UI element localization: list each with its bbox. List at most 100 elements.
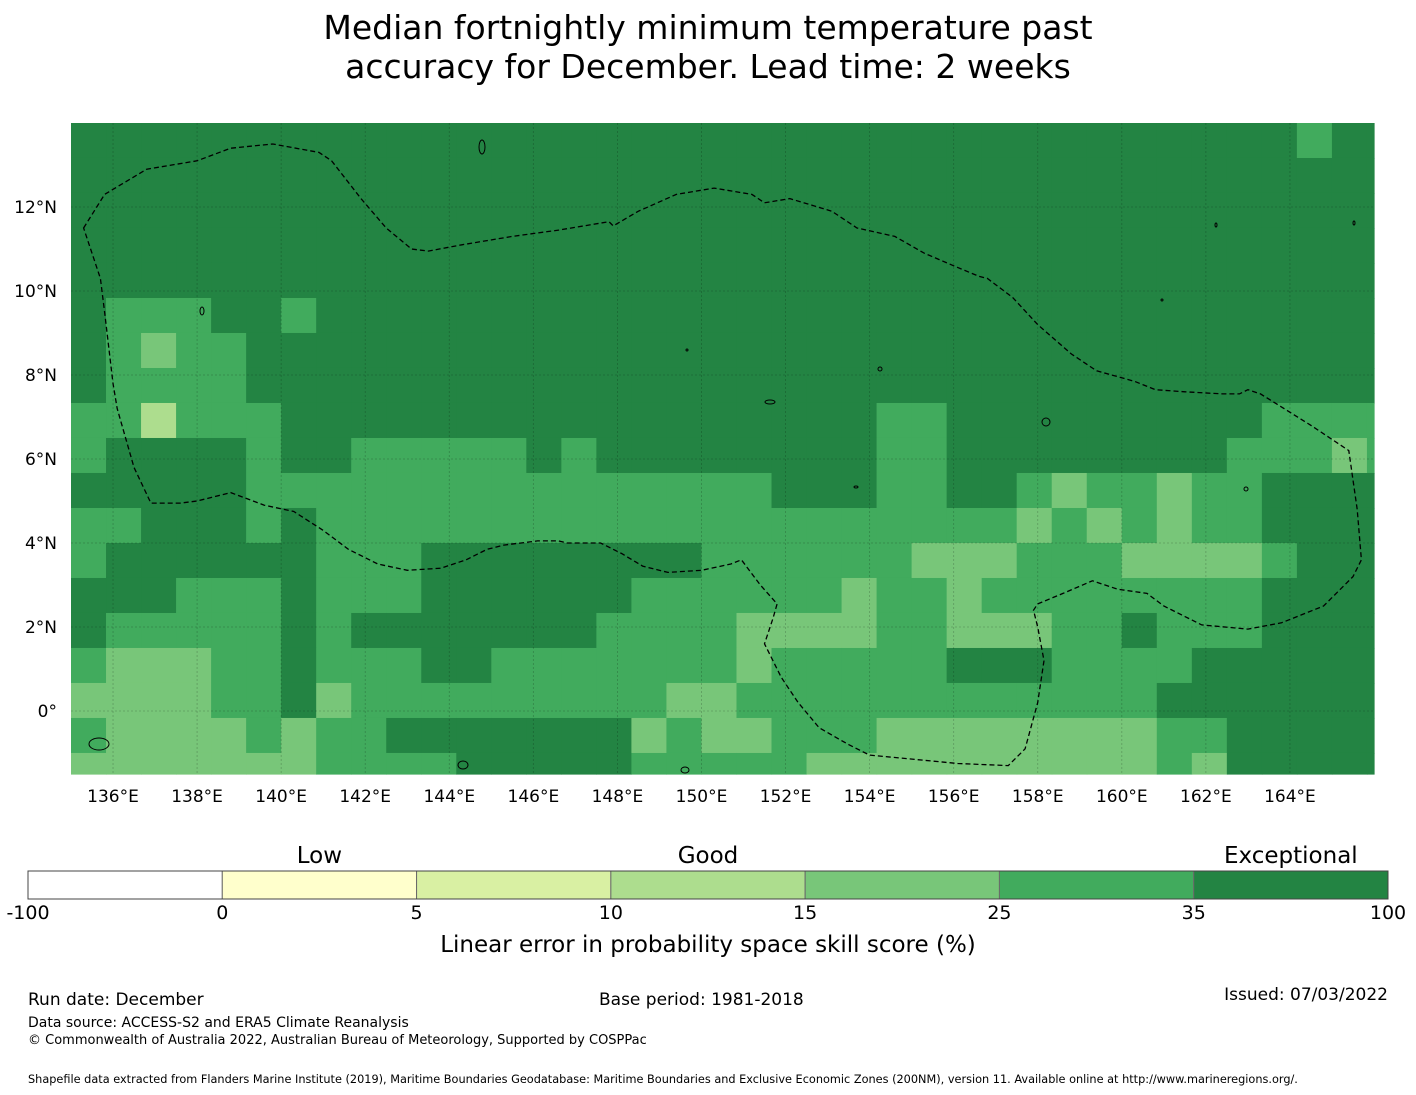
- grid-cell: [806, 472, 843, 509]
- grid-cell: [666, 297, 703, 334]
- grid-cell: [1156, 123, 1193, 159]
- grid-cell: [561, 367, 597, 404]
- grid-cell: [666, 123, 703, 159]
- grid-cell: [841, 262, 878, 299]
- grid-cell: [1331, 367, 1368, 404]
- grid-cell: [946, 647, 983, 684]
- grid-cell: [456, 367, 492, 404]
- grid-cell: [1121, 717, 1158, 754]
- grid-cell: [806, 332, 843, 369]
- grid-cell: [386, 332, 422, 369]
- grid-cell: [246, 752, 282, 775]
- grid-cell: [281, 437, 317, 474]
- grid-cell: [876, 472, 913, 509]
- grid-cell: [1121, 262, 1158, 299]
- grid-cell: [106, 192, 142, 229]
- grid-cell: [351, 682, 387, 719]
- grid-cell: [456, 227, 492, 264]
- grid-cell: [1261, 717, 1298, 754]
- grid-cell: [141, 157, 177, 194]
- grid-cell: [596, 367, 633, 404]
- grid-cell: [211, 472, 247, 509]
- island: [1214, 222, 1218, 228]
- grid-cell: [666, 577, 703, 614]
- grid-cell: [1086, 752, 1123, 775]
- grid-cell: [1366, 717, 1375, 754]
- grid-cell: [1086, 262, 1123, 299]
- grid-cell: [526, 297, 562, 334]
- grid-cell: [526, 472, 562, 509]
- grid-cell: [981, 437, 1018, 474]
- grid-cell: [981, 227, 1018, 264]
- grid-cell: [1191, 262, 1228, 299]
- grid-cell: [841, 577, 878, 614]
- grid-cell: [736, 752, 773, 775]
- grid-cell: [1191, 612, 1228, 649]
- grid-cell: [141, 647, 177, 684]
- grid-cell: [1191, 577, 1228, 614]
- grid-cell: [176, 297, 212, 334]
- grid-cell: [701, 752, 738, 775]
- grid-cell: [456, 157, 492, 194]
- grid-cell: [911, 612, 948, 649]
- grid-cell: [106, 297, 142, 334]
- grid-cell: [71, 227, 107, 264]
- grid-cell: [1261, 507, 1298, 544]
- grid-cell: [1296, 682, 1333, 719]
- grid-cell: [1086, 612, 1123, 649]
- grid-cell: [141, 717, 177, 754]
- grid-cell: [666, 612, 703, 649]
- grid-cell: [386, 402, 422, 439]
- grid-cell: [946, 717, 983, 754]
- grid-cell: [1261, 262, 1298, 299]
- grid-cell: [701, 472, 738, 509]
- grid-cell: [1016, 402, 1053, 439]
- grid-cell: [981, 577, 1018, 614]
- grid-cell: [106, 682, 142, 719]
- grid-cell: [1156, 332, 1193, 369]
- island: [1160, 298, 1164, 302]
- grid-cell: [1016, 682, 1053, 719]
- grid-cell: [1156, 612, 1193, 649]
- grid-cell: [246, 402, 282, 439]
- graticule: [71, 123, 1374, 774]
- grid-cell: [1086, 542, 1123, 579]
- grid-cell: [1051, 157, 1088, 194]
- data-source: Data source: ACCESS-S2 and ERA5 Climate …: [28, 1015, 409, 1031]
- grid-cell: [1296, 227, 1333, 264]
- grid-cell: [141, 332, 177, 369]
- chart-title: Median fortnightly minimum temperature p…: [0, 8, 1416, 86]
- grid-cell: [1121, 577, 1158, 614]
- island: [877, 366, 883, 372]
- grid-cell: [1191, 367, 1228, 404]
- grid-cell: [596, 717, 633, 754]
- grid-cell: [841, 507, 878, 544]
- grid-cell: [456, 437, 492, 474]
- grid-cell: [491, 577, 527, 614]
- grid-cell: [281, 507, 317, 544]
- grid-cell: [246, 192, 282, 229]
- grid-cell: [946, 577, 983, 614]
- grid-cell: [1191, 227, 1228, 264]
- grid-cell: [1121, 437, 1158, 474]
- grid-cell: [316, 262, 352, 299]
- grid-cell: [876, 612, 913, 649]
- grid-cell: [561, 542, 597, 579]
- grid-cell: [71, 647, 107, 684]
- grid-cell: [841, 367, 878, 404]
- grid-cell: [596, 542, 633, 579]
- grid-cell: [631, 472, 668, 509]
- colorbar-tick-label: 10: [598, 902, 623, 924]
- grid-cell: [1051, 682, 1088, 719]
- longitude-tick-label: 136°E: [87, 787, 139, 807]
- latitude-ticks: 12°N 10°N 8°N 6°N 4°N 2°N 0°: [14, 198, 57, 722]
- grid-cell: [351, 367, 387, 404]
- grid-cell: [1296, 472, 1333, 509]
- grid-cell: [596, 507, 633, 544]
- grid-cell: [771, 682, 808, 719]
- grid-cell: [1051, 437, 1088, 474]
- grid-cell: [911, 717, 948, 754]
- grid-cell: [946, 472, 983, 509]
- grid-cell: [1366, 752, 1375, 775]
- grid-cell: [1156, 507, 1193, 544]
